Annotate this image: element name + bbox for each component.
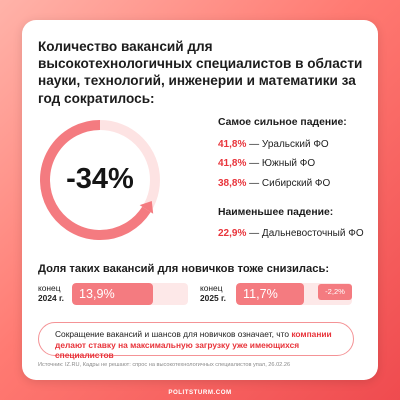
strongest-label: — Уральский ФО [249,139,329,150]
source-citation: Источник: IZ.RU, Кадры не решают: спрос … [38,362,291,368]
note-text: Сокращение вакансий и шансов для новичко… [55,329,292,339]
strongest-pct: 41,8% [218,158,247,169]
headline: Количество вакансий для высокотехнологич… [38,39,363,106]
content-card [22,20,378,380]
weakest-row: 22,9% — Дальневосточный ФО [218,227,364,240]
strongest-row: 41,8% — Уральский ФО [218,138,329,151]
delta-badge: -2,2% [318,284,352,300]
conclusion-note: Сокращение вакансий и шансов для новичко… [38,322,354,360]
strongest-label: — Южный ФО [249,158,316,169]
weakest-label: — Дальневосточный ФО [249,228,364,239]
bar-fill-2024: 13,9% [72,283,153,305]
bar-value-2025: 11,7% [243,287,278,301]
strongest-row: 41,8% — Южный ФО [218,157,315,170]
bar-label-year: 2025 г. [200,293,226,303]
strongest-heading: Самое сильное падение: [218,117,347,128]
bar-value-2024: 13,9% [79,287,115,301]
weakest-heading: Наименьшее падение: [218,207,334,218]
bar-label-year: 2024 г. [38,293,64,303]
strongest-label: — Сибирский ФО [249,178,331,189]
ring-arc [40,120,151,240]
main-stat-value: -34% [66,163,134,195]
bar-label-2025: конец 2025 г. [200,283,226,303]
brand-logo-text: POLITSTURM.COM [168,389,232,396]
note-highlight: компании делают ставку на максимальную з… [55,329,332,361]
bar-label-top: конец [200,283,223,293]
weakest-pct: 22,9% [218,228,247,239]
ring-arrow-icon [139,201,154,214]
decline-ring-chart [40,120,160,240]
newcomers-heading: Доля таких вакансий для новичков тоже сн… [38,263,330,275]
strongest-row: 38,8% — Сибирский ФО [218,177,330,190]
bar-label-top: конец [38,283,61,293]
bar-fill-2025: 11,7% [236,283,304,305]
bar-label-2024: конец 2024 г. [38,283,64,303]
strongest-pct: 38,8% [218,178,247,189]
strongest-pct: 41,8% [218,139,247,150]
bar-track-2024: 13,9% [72,283,188,305]
